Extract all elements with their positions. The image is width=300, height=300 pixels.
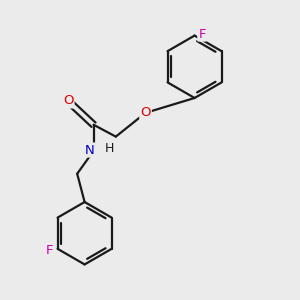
Text: F: F: [198, 28, 206, 40]
Text: F: F: [46, 244, 53, 257]
Text: N: N: [85, 143, 95, 157]
Text: O: O: [140, 106, 151, 119]
Text: H: H: [105, 142, 115, 155]
Text: O: O: [63, 94, 74, 107]
